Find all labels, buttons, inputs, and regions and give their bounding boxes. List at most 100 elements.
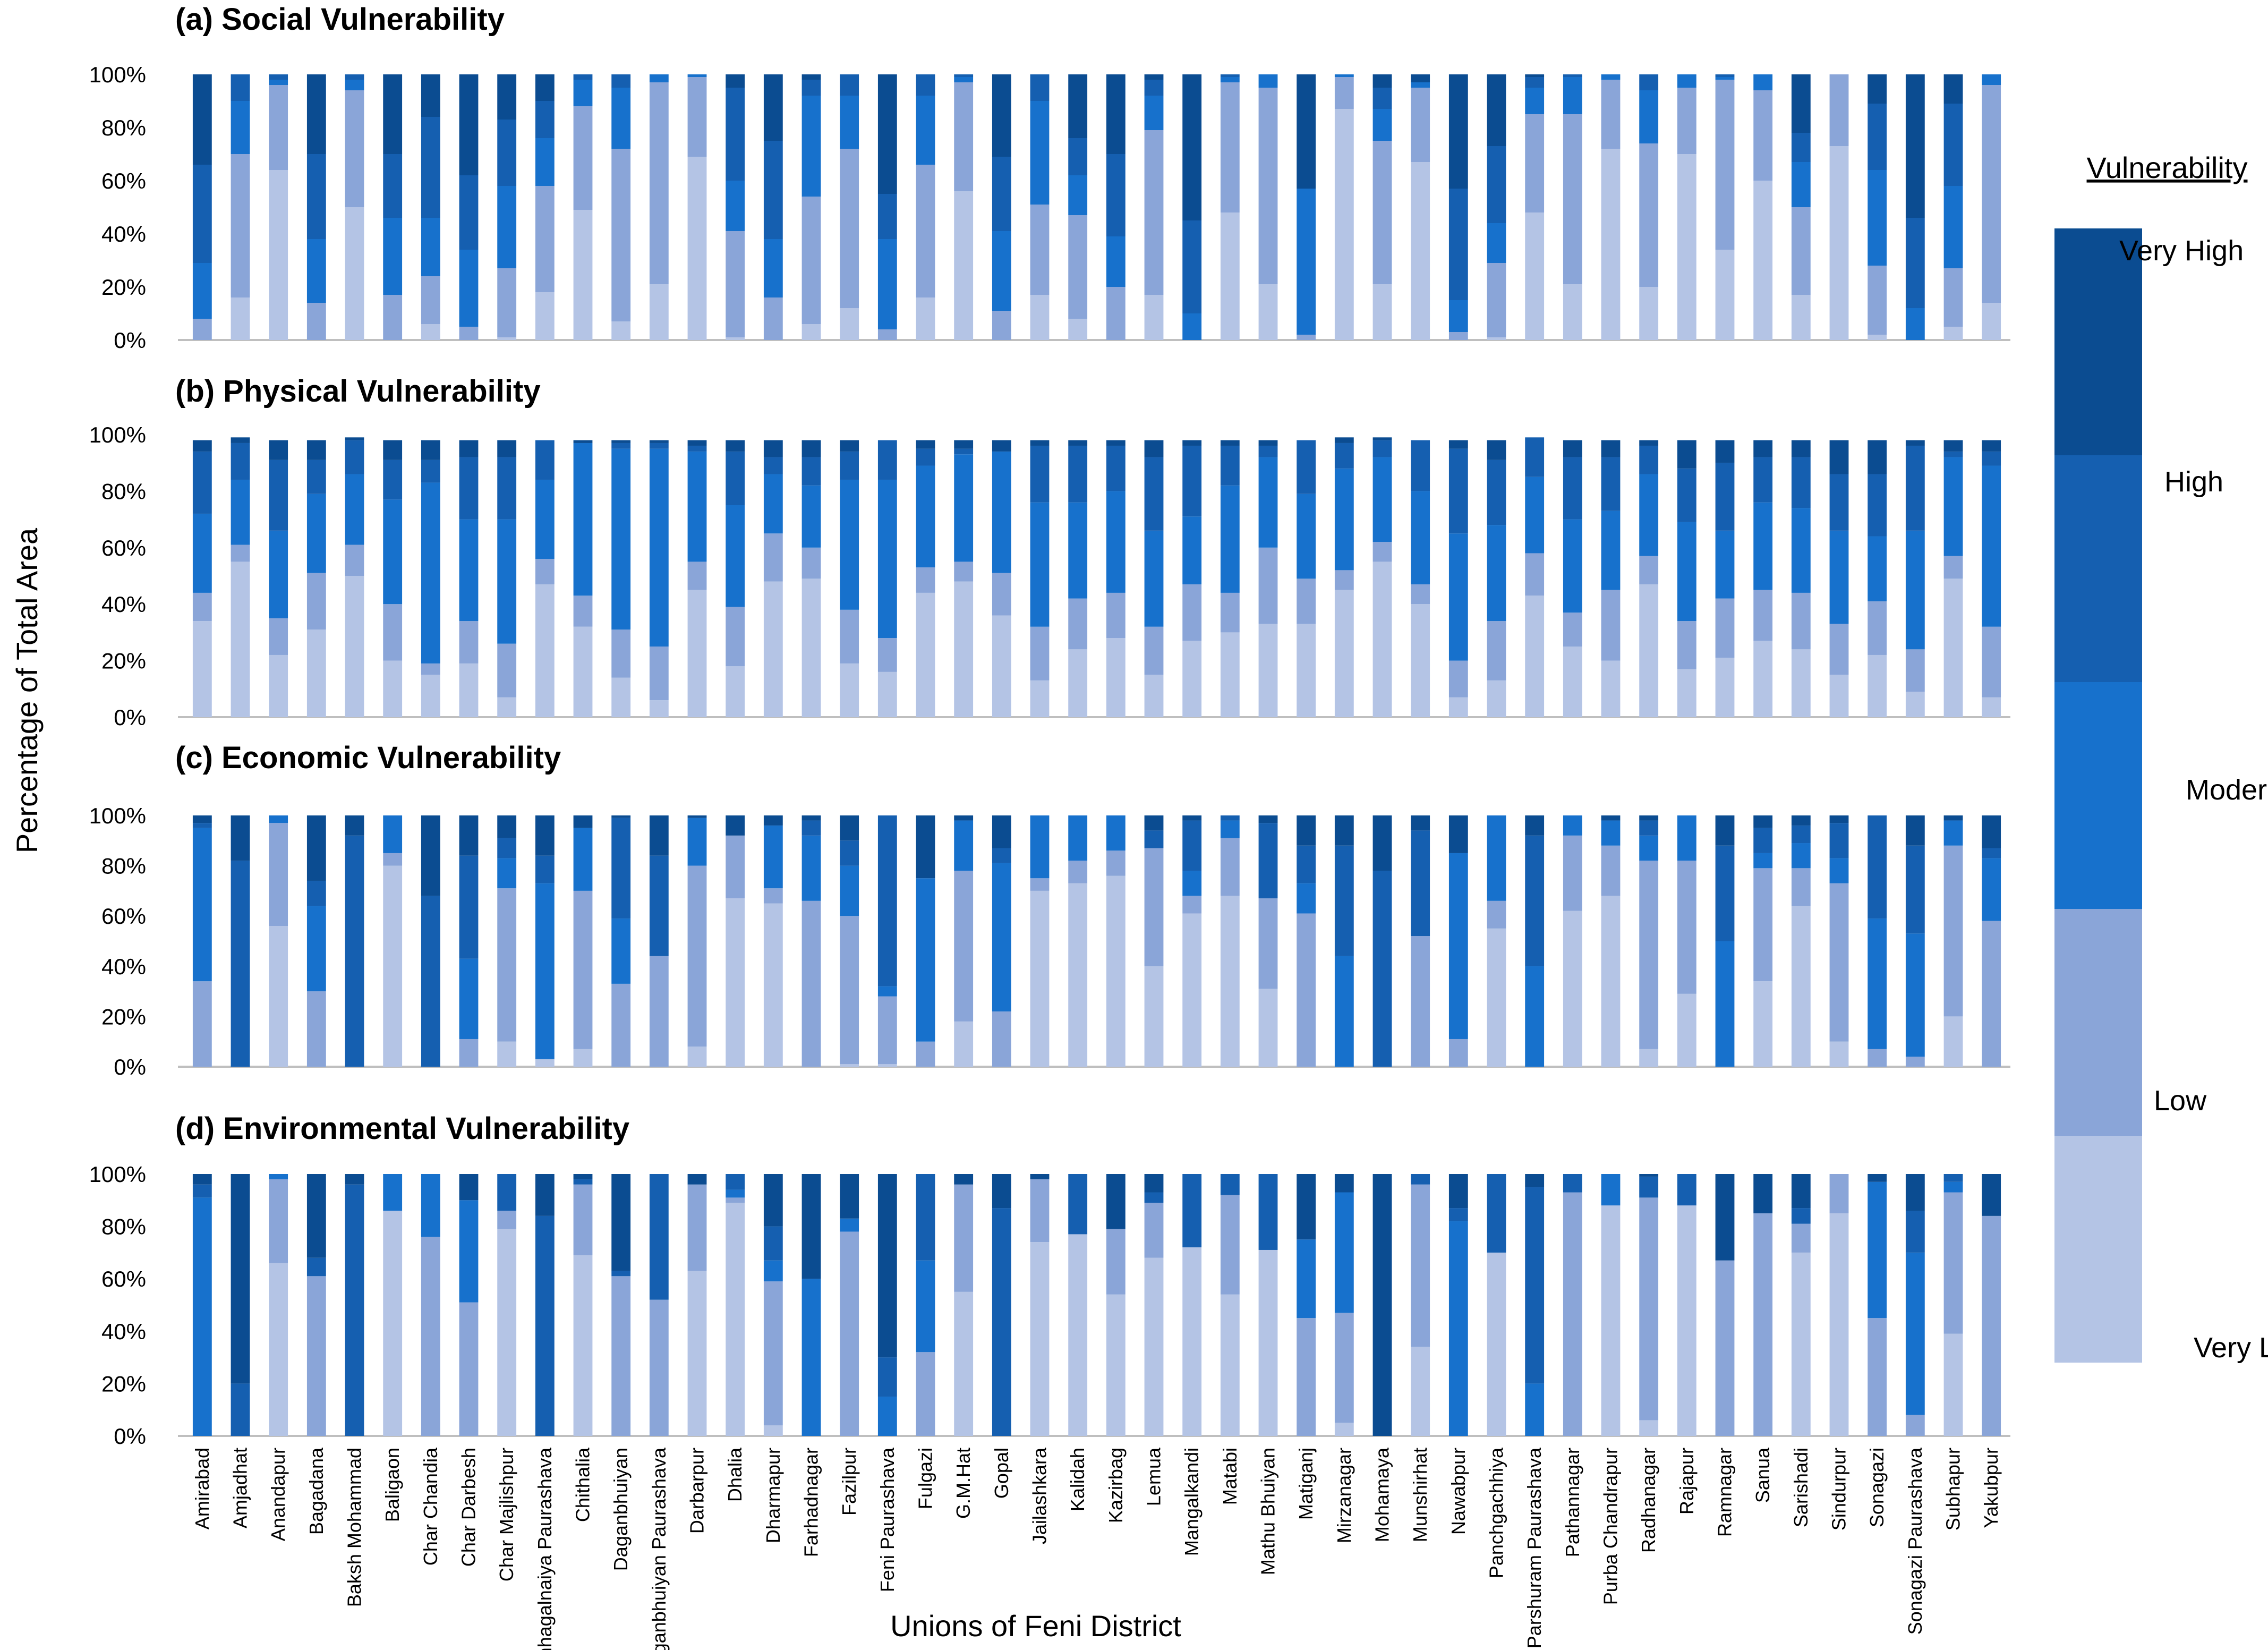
bar-segment-low [421, 663, 440, 675]
bar-chithalia [573, 1174, 593, 1436]
bar-sanua [1753, 440, 1773, 717]
bar-segment-moderate [1943, 1181, 1963, 1193]
bar-segment-low [1868, 1318, 1887, 1436]
bar-segment-high [1677, 468, 1696, 522]
bar-segment-very-high [535, 1174, 555, 1216]
bar-segment-low [840, 1231, 859, 1436]
bar-segment-low [649, 647, 669, 701]
bar-segment-moderate [573, 80, 593, 106]
bar-segment-low [1258, 88, 1278, 284]
bar-segment-very-high [1905, 440, 1925, 446]
bar-segment-very-high [383, 440, 403, 460]
bar-segment-very-high [1448, 440, 1468, 449]
bar-segment-low [611, 630, 631, 678]
bar-segment-moderate [231, 101, 250, 154]
bar-radhanagar [1639, 815, 1659, 1067]
bar-segment-very-low [1144, 966, 1164, 1067]
bar-segment-low [1334, 77, 1354, 109]
bar-segment-high [1943, 1174, 1963, 1182]
bar-segment-moderate [1106, 815, 1126, 851]
bar-segment-very-high [992, 1174, 1011, 1209]
bar-segment-low [231, 154, 250, 297]
bar-segment-low [992, 1011, 1011, 1067]
bar-yakubpur [1982, 815, 2001, 1067]
bar-segment-high [649, 855, 669, 956]
bar-segment-moderate [1715, 530, 1735, 599]
bar-segment-moderate [459, 250, 479, 327]
x-tick-label: Sonagazi Paurashava [1904, 1447, 1926, 1635]
bar-segment-moderate [763, 239, 783, 297]
bar-segment-moderate [1829, 530, 1849, 624]
bar-matiganj [1297, 74, 1316, 340]
bar-segment-very-high [497, 74, 517, 120]
bar-segment-high [269, 74, 288, 80]
bar-segment-very-high [877, 1174, 897, 1358]
bar-segment-low [763, 888, 783, 904]
bar-segment-moderate [459, 958, 479, 1039]
bar-segment-very-high [306, 74, 326, 154]
bar-segment-moderate [1334, 956, 1354, 1067]
bar-darbarpur [687, 1174, 707, 1436]
bar-segment-low [231, 545, 250, 562]
bar-segment-moderate [1220, 77, 1240, 82]
bar-segment-moderate [1753, 74, 1773, 90]
bar-segment-very-high [269, 440, 288, 460]
y-tick-label: 60% [101, 1266, 146, 1291]
bar-segment-very-low [1411, 162, 1430, 340]
bar-segment-moderate [916, 1260, 935, 1353]
bar-segment-very-high [611, 815, 631, 818]
bar-pathannagar [1563, 440, 1582, 717]
bar-segment-low [1563, 613, 1582, 647]
bar-segment-very-low [306, 630, 326, 717]
y-tick-label: 80% [101, 115, 146, 140]
bar-segment-very-low [649, 284, 669, 340]
bar-segment-high [1791, 133, 1811, 162]
bar-parshuram-paurashava [1525, 1174, 1545, 1436]
bar-segment-very-high [421, 440, 440, 460]
bar-segment-low [269, 85, 288, 170]
bar-lemua [1144, 440, 1164, 717]
bar-segment-low [840, 916, 859, 1065]
bar-segment-moderate [421, 1174, 440, 1237]
x-tick-label: Matiganj [1295, 1448, 1317, 1520]
x-tick-label: Dhalia [724, 1447, 746, 1502]
bar-segment-moderate [1868, 536, 1887, 601]
bar-baligaon [383, 440, 403, 717]
bar-segment-very-low [1791, 295, 1811, 340]
bar-segment-moderate [1601, 74, 1621, 80]
bar-segment-high [916, 448, 935, 466]
bar-segment-low [383, 295, 403, 340]
bar-segment-low [1639, 861, 1659, 1049]
x-tick-label: Bagadana [305, 1447, 327, 1535]
bar-rajapur [1677, 440, 1696, 717]
bar-segment-very-high [1334, 815, 1354, 846]
bar-segment-low [1601, 845, 1621, 896]
bar-segment-moderate [1297, 883, 1316, 914]
bar-segment-very-high [1791, 815, 1811, 826]
bar-segment-moderate [1068, 502, 1088, 599]
bar-segment-moderate [726, 505, 745, 607]
bar-segment-high [1144, 457, 1164, 531]
bar-segment-very-low [954, 191, 974, 340]
bar-segment-moderate [192, 263, 212, 319]
bar-fulgazi [916, 815, 935, 1067]
y-tick-label: 60% [101, 168, 146, 193]
bar-bagadana [306, 815, 326, 1067]
bar-segment-very-low [687, 1271, 707, 1436]
bar-segment-very-low [1791, 1252, 1811, 1436]
bar-segment-very-low [840, 1064, 859, 1067]
y-tick-label: 80% [101, 854, 146, 879]
bar-darbarpur [687, 74, 707, 340]
bar-panchgachhiya [1487, 440, 1506, 717]
bar-segment-low [802, 900, 821, 1067]
bar-segment-very-high [231, 815, 250, 861]
bar-yakubpur [1982, 74, 2001, 340]
bar-segment-low [802, 197, 821, 324]
bar-segment-moderate [1601, 820, 1621, 846]
bar-segment-very-high [1791, 74, 1811, 133]
bar-segment-very-high [1411, 815, 1430, 831]
bar-matiganj [1297, 1174, 1316, 1436]
bar-segment-low [1372, 542, 1392, 562]
bar-parshuram-paurashava [1525, 74, 1545, 340]
legend-label-very-low: Very Low [2194, 1332, 2268, 1364]
